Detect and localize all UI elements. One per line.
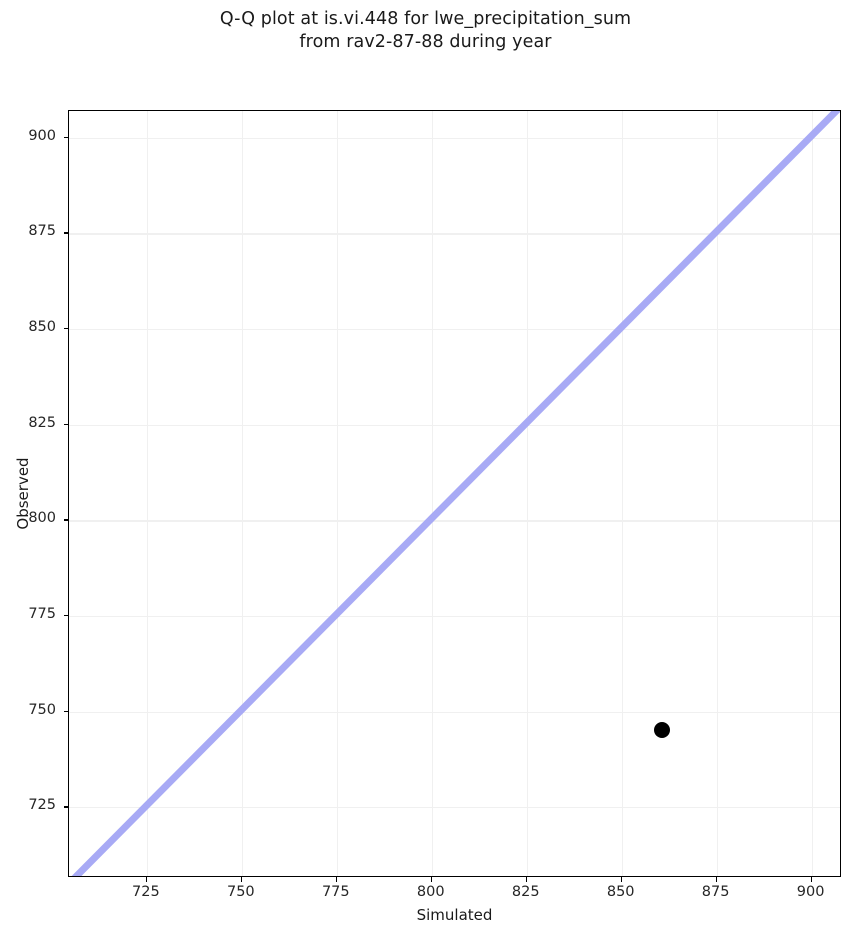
gridline-horizontal: [69, 711, 840, 713]
y-axis-tick: [63, 136, 68, 139]
x-axis-tick: [335, 877, 338, 882]
plot-area: [69, 111, 840, 876]
y-axis-tick: [63, 328, 68, 330]
gridline-vertical: [431, 111, 433, 876]
y-axis-tick-label: 900: [28, 127, 56, 144]
x-axis-tick: [145, 877, 148, 882]
plot-axes: [68, 110, 841, 877]
x-axis-tick-label: 850: [606, 884, 635, 900]
gridline-vertical: [526, 111, 528, 876]
x-axis-tick: [240, 877, 243, 882]
gridline-vertical: [716, 111, 718, 876]
x-axis-tick-label: 725: [132, 884, 160, 900]
y-axis-tick-label: 875: [28, 223, 56, 240]
chart-title: Q-Q plot at is.vi.448 for lwe_precipitat…: [219, 9, 632, 53]
gridline-horizontal: [69, 233, 840, 235]
gridline-horizontal: [69, 329, 840, 331]
x-axis-tick: [525, 877, 528, 882]
x-axis-tick-label: 875: [701, 884, 730, 900]
gridline-horizontal: [69, 137, 840, 139]
y-axis-tick: [63, 519, 68, 521]
y-axis-tick: [63, 232, 68, 234]
one-to-one-line: [71, 111, 840, 876]
y-axis-tick-label: 775: [28, 605, 56, 622]
x-axis-tick: [715, 877, 717, 882]
gridline-vertical: [241, 111, 244, 876]
y-axis-tick-label: 750: [28, 701, 56, 718]
x-axis-label: Simulated: [416, 906, 493, 924]
gridline-vertical: [811, 111, 813, 876]
y-axis-tick: [63, 423, 68, 425]
gridline-horizontal: [69, 807, 840, 809]
x-axis-tick-label: 825: [511, 884, 540, 900]
x-axis-tick-label: 775: [321, 884, 350, 900]
gridline-vertical: [146, 111, 149, 876]
gridline-horizontal: [69, 520, 840, 522]
y-axis-tick-label: 825: [28, 414, 56, 431]
data-point: [654, 721, 671, 738]
x-axis-tick-label: 800: [416, 884, 445, 900]
y-axis-tick-label: 800: [28, 510, 56, 527]
y-axis-tick-label: 850: [28, 319, 56, 336]
y-axis-tick: [63, 806, 68, 808]
x-axis-tick: [810, 877, 812, 882]
y-axis-tick: [63, 710, 68, 712]
gridline-vertical: [336, 111, 338, 876]
gridline-horizontal: [69, 424, 840, 426]
x-axis-tick: [430, 877, 433, 882]
x-axis-tick-label: 750: [226, 884, 255, 900]
y-axis-tick: [63, 614, 68, 617]
gridline-vertical: [621, 111, 623, 876]
gridline-horizontal: [69, 615, 840, 618]
x-axis-tick: [620, 877, 622, 882]
y-axis-tick-label: 725: [28, 797, 56, 814]
x-axis-tick-label: 900: [796, 884, 825, 900]
